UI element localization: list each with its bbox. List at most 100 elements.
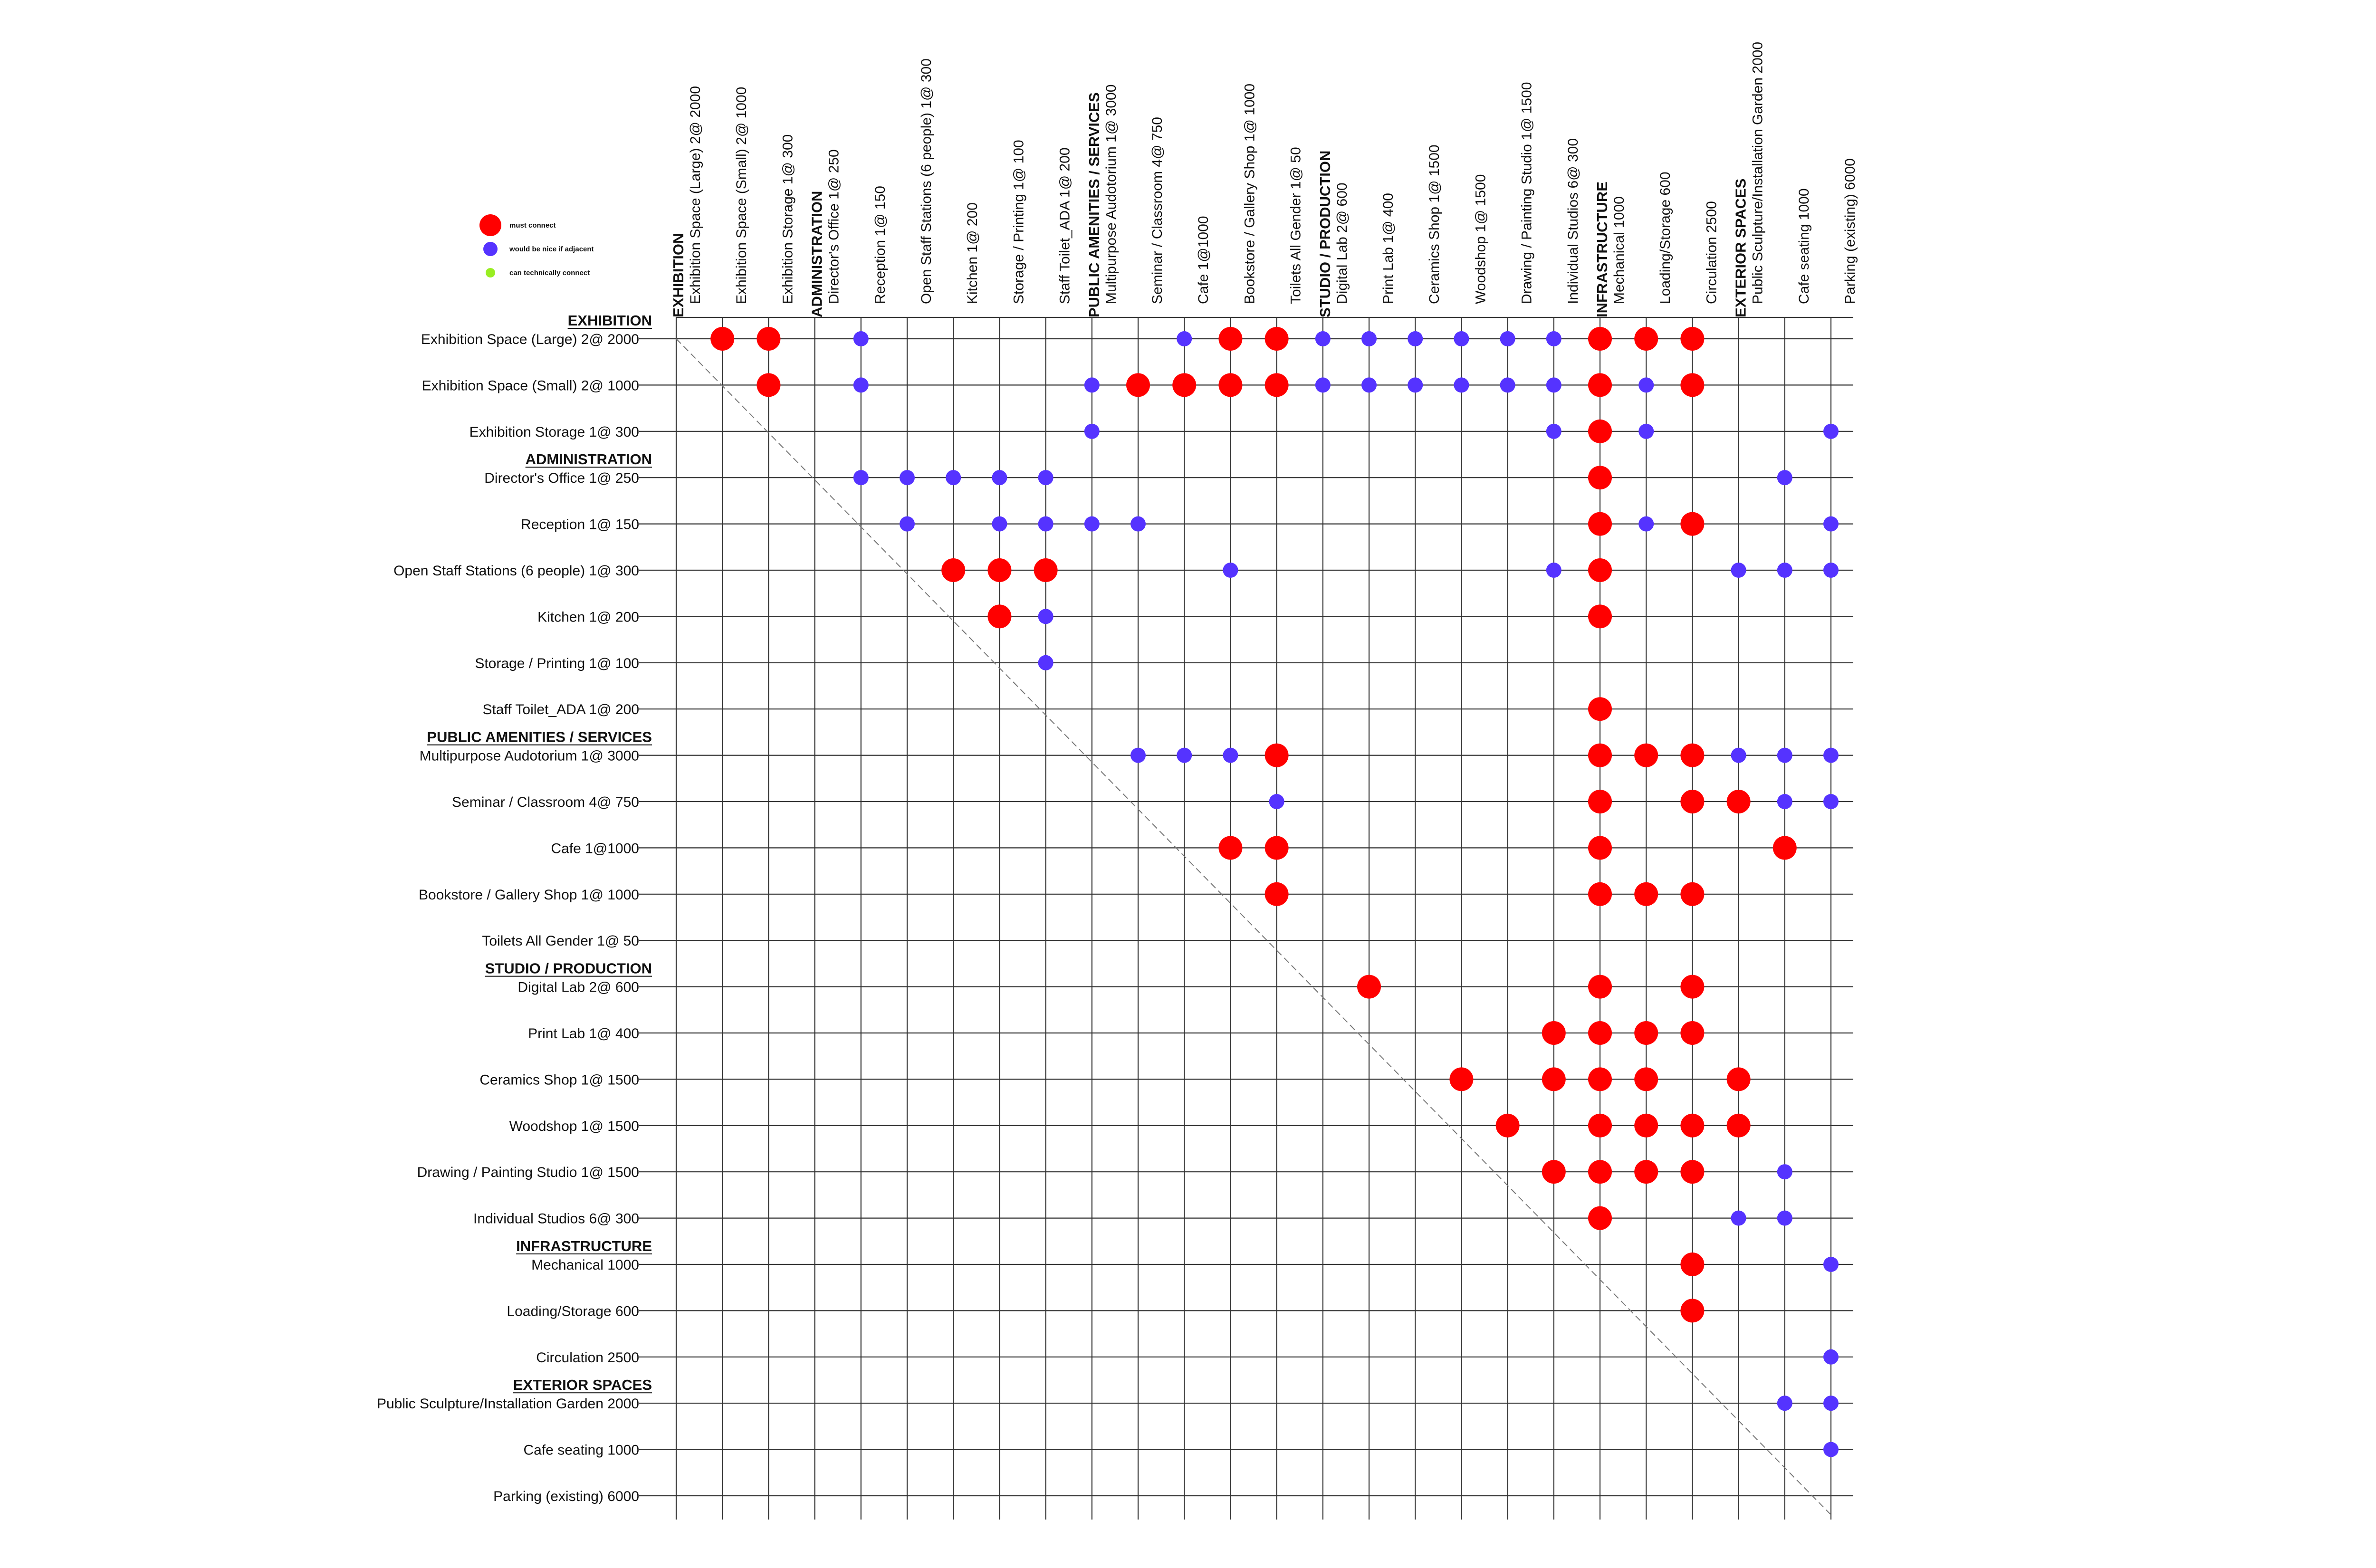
dot-nice-r4-c25 [1823,516,1839,532]
row-category-exterior-spaces: EXTERIOR SPACES [513,1377,652,1393]
diagonal-line [676,338,1831,1515]
dot-must-r18-c22 [1680,1160,1705,1184]
column-label-circulation-2500: Circulation 2500 [1704,201,1719,304]
dot-must-r11-c12 [1218,836,1243,860]
column-label-mechanical-1000: Mechanical 1000 [1611,196,1627,304]
dot-nice-r1-c9 [1084,377,1100,393]
row-category-infrastructure: INFRASTRUCTURE [516,1238,652,1254]
dot-must-r21-c22 [1680,1299,1705,1323]
dot-must-r17-c23 [1726,1113,1751,1138]
dot-must-r17-c18 [1495,1113,1520,1138]
dot-must-r14-c20 [1588,975,1612,999]
dot-must-r14-c15 [1357,975,1381,999]
dot-nice-r20-c25 [1823,1257,1839,1272]
dot-must-r5-c8 [1034,558,1058,582]
dot-must-r0-c12 [1218,327,1243,351]
dot-nice-r5-c25 [1823,563,1839,578]
column-label-kitchen-1-200: Kitchen 1@ 200 [965,202,980,304]
dot-must-r5-c7 [987,558,1012,582]
dot-nice-r0-c15 [1361,331,1377,346]
dot-nice-r0-c4 [853,331,869,346]
dot-nice-r2-c19 [1546,423,1562,439]
dot-nice-r1-c18 [1500,377,1515,393]
column-category-studio-production: STUDIO / PRODUCTION [1317,151,1333,317]
dot-nice-r19-c23 [1731,1210,1746,1226]
dot-must-r6-c20 [1588,604,1612,629]
dot-nice-r10-c24 [1777,794,1792,809]
dot-nice-r9-c10 [1131,747,1146,763]
dot-must-r1-c22 [1680,373,1705,397]
column-label-open-staff-stations-6-people-1-300: Open Staff Stations (6 people) 1@ 300 [919,58,934,304]
dot-must-r4-c20 [1588,512,1612,536]
row-label-director-s-office-1-250: Director's Office 1@ 250 [484,470,639,486]
dot-must-r18-c19 [1542,1160,1566,1184]
dot-must-r15-c20 [1588,1021,1612,1045]
row-category-exhibition: EXHIBITION [568,312,652,329]
column-label-exhibition-storage-1-300: Exhibition Storage 1@ 300 [780,134,795,304]
dot-must-r17-c20 [1588,1113,1612,1138]
dot-nice-r3-c8 [1038,470,1054,486]
dot-nice-r3-c4 [853,470,869,486]
dot-must-r9-c22 [1680,743,1705,767]
dot-must-r1-c2 [757,373,781,397]
connection-dots [710,327,1839,1457]
dot-nice-r24-c25 [1823,1442,1839,1457]
dot-nice-r2-c25 [1823,423,1839,439]
dot-must-r16-c23 [1726,1067,1751,1091]
row-label-circulation-2500: Circulation 2500 [536,1350,639,1366]
row-label-storage-printing-1-100: Storage / Printing 1@ 100 [475,656,639,671]
row-label-woodshop-1-1500: Woodshop 1@ 1500 [509,1119,639,1134]
dot-nice-r9-c23 [1731,747,1746,763]
dot-nice-r10-c25 [1823,794,1839,809]
dot-must-r8-c20 [1588,697,1612,721]
dot-must-r16-c19 [1542,1067,1566,1091]
row-label-toilets-all-gender-1-50: Toilets All Gender 1@ 50 [482,933,639,949]
dot-nice-r1-c19 [1546,377,1562,393]
dot-nice-r0-c17 [1454,331,1469,346]
dot-nice-r1-c17 [1454,377,1469,393]
dot-nice-r3-c24 [1777,470,1792,486]
column-label-storage-printing-1-100: Storage / Printing 1@ 100 [1011,140,1026,304]
dot-nice-r1-c15 [1361,377,1377,393]
dot-nice-r5-c24 [1777,563,1792,578]
dot-nice-r6-c8 [1038,609,1054,624]
column-category-administration: ADMINISTRATION [809,191,825,317]
legend-swatch-must-connect [479,214,501,236]
dot-nice-r4-c10 [1131,516,1146,532]
column-label-individual-studios-6-300: Individual Studios 6@ 300 [1565,138,1581,304]
legend-swatch-would-be-nice-if-adjacent [483,242,498,256]
dot-nice-r1-c4 [853,377,869,393]
dot-must-r2-c20 [1588,419,1612,443]
legend: must connect would be nice if adjacent can… [479,214,594,277]
column-label-exhibition-space-small-2-1000: Exhibition Space (Small) 2@ 1000 [734,87,749,304]
column-label-toilets-all-gender-1-50: Toilets All Gender 1@ 50 [1288,147,1304,304]
row-label-digital-lab-2-600: Digital Lab 2@ 600 [517,980,639,995]
legend-label-must-connect: must connect [509,221,556,229]
dot-nice-r0-c14 [1315,331,1331,346]
dot-must-r9-c21 [1634,743,1658,767]
dot-nice-r0-c11 [1177,331,1192,346]
dot-must-r10-c20 [1588,790,1612,813]
dot-must-r12-c22 [1680,882,1705,906]
dot-nice-r9-c12 [1223,747,1238,763]
column-label-ceramics-shop-1-1500: Ceramics Shop 1@ 1500 [1427,144,1442,304]
legend-label-can-technically-connect: can technically connect [509,269,590,277]
column-label-cafe-seating-1000: Cafe seating 1000 [1796,188,1812,304]
column-label-print-lab-1-400: Print Lab 1@ 400 [1380,193,1396,304]
diagonal-dash [676,338,1831,1515]
dot-nice-r0-c16 [1408,331,1423,346]
dot-nice-r0-c19 [1546,331,1562,346]
column-label-reception-1-150: Reception 1@ 150 [872,186,888,304]
dot-must-r15-c21 [1634,1021,1658,1045]
dot-must-r11-c24 [1772,836,1797,860]
column-category-public-amenities-services: PUBLIC AMENITIES / SERVICES [1086,92,1102,317]
dot-must-r16-c21 [1634,1067,1658,1091]
row-label-staff-toilet-ada-1-200: Staff Toilet_ADA 1@ 200 [482,702,639,717]
dot-nice-r5-c12 [1223,563,1238,578]
dot-must-r17-c21 [1634,1113,1658,1138]
dot-must-r16-c20 [1588,1067,1612,1091]
dot-must-r1-c11 [1172,373,1197,397]
dot-must-r15-c19 [1542,1021,1566,1045]
dot-must-r10-c22 [1680,790,1705,813]
column-label-cafe-1-1000: Cafe 1@1000 [1196,216,1211,304]
